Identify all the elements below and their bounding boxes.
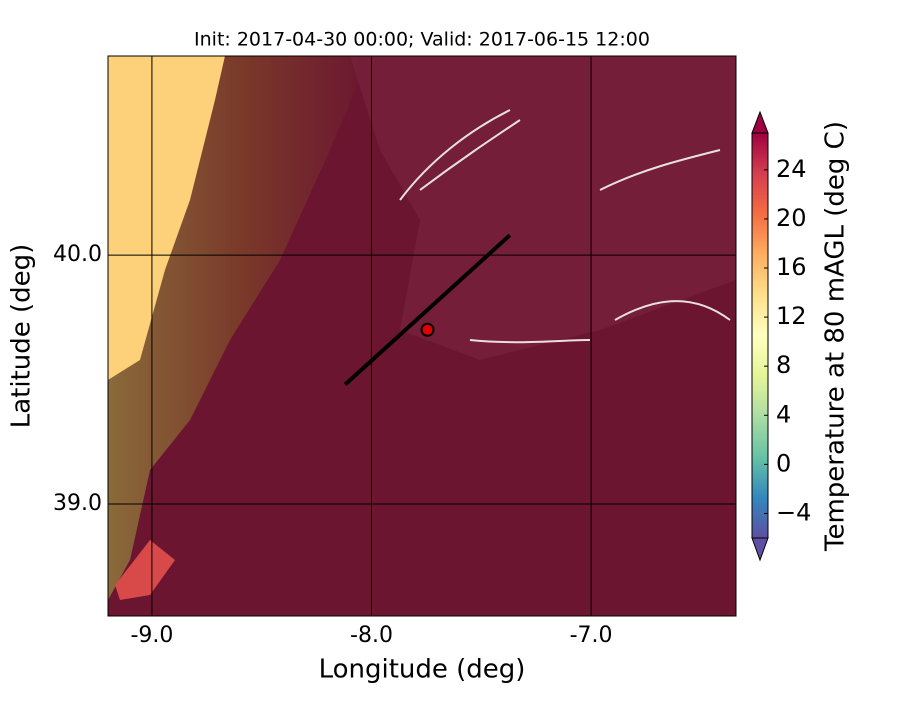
colorbar — [752, 133, 768, 538]
colorbar-tick-label: −4 — [776, 498, 811, 526]
chart-title: Init: 2017-04-30 00:00; Valid: 2017-06-1… — [194, 29, 650, 51]
x-axis-label: Longitude (deg) — [319, 655, 526, 685]
x-tick-label: -7.0 — [570, 623, 613, 648]
colorbar-tick-label: 0 — [776, 449, 791, 477]
site-point — [420, 322, 435, 337]
colorbar-tick-label: 24 — [776, 155, 807, 183]
colorbar-tick-label: 4 — [776, 400, 791, 428]
colorbar-tick-label: 16 — [776, 253, 807, 281]
colorbar-extend-top — [751, 110, 769, 134]
colorbar-label: Temperature at 80 mAGL (deg C) — [821, 121, 851, 552]
plot-frame — [107, 55, 737, 617]
colorbar-tick-label: 20 — [776, 204, 807, 232]
colorbar-tick-label: 12 — [776, 302, 807, 330]
contour — [399, 109, 731, 344]
colorbar-tick-label: 8 — [776, 351, 791, 379]
warm-patch — [115, 540, 175, 600]
colorbar-extend-bottom — [751, 537, 769, 562]
map-field — [108, 56, 736, 616]
land — [108, 56, 225, 380]
transect-line — [343, 233, 512, 387]
y-tick-label: 40.0 — [53, 242, 102, 267]
colorbar-frame — [751, 132, 769, 539]
y-axis-label: Latitude (deg) — [7, 244, 37, 429]
terrain-warm — [350, 56, 736, 360]
x-tick-label: -8.0 — [350, 623, 393, 648]
x-tick-label: -9.0 — [130, 623, 173, 648]
terrain-slope — [108, 56, 370, 600]
y-tick-label: 39.0 — [53, 491, 102, 516]
